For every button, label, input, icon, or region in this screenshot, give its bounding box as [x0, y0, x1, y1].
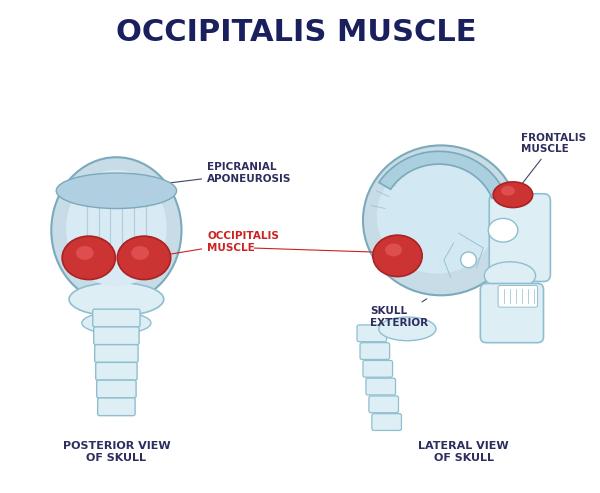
FancyBboxPatch shape	[357, 325, 386, 342]
Ellipse shape	[488, 218, 518, 242]
FancyBboxPatch shape	[489, 194, 550, 282]
Text: SKULL
EXTERIOR: SKULL EXTERIOR	[370, 299, 428, 328]
Ellipse shape	[56, 173, 176, 209]
FancyBboxPatch shape	[97, 380, 136, 398]
Ellipse shape	[385, 244, 402, 256]
Polygon shape	[379, 151, 505, 198]
Ellipse shape	[363, 145, 519, 295]
Text: FRONTALIS
MUSCLE: FRONTALIS MUSCLE	[518, 133, 586, 190]
Ellipse shape	[82, 312, 151, 334]
Text: POSTERIOR VIEW
OF SKULL: POSTERIOR VIEW OF SKULL	[62, 441, 170, 463]
Ellipse shape	[76, 246, 94, 260]
Ellipse shape	[62, 236, 115, 280]
FancyBboxPatch shape	[360, 343, 389, 359]
FancyBboxPatch shape	[481, 283, 544, 343]
Ellipse shape	[379, 317, 436, 341]
Ellipse shape	[493, 182, 533, 208]
FancyBboxPatch shape	[94, 327, 139, 345]
Text: OCCIPITALIS MUSCLE: OCCIPITALIS MUSCLE	[116, 18, 476, 47]
Ellipse shape	[377, 159, 497, 274]
FancyBboxPatch shape	[369, 396, 398, 413]
FancyBboxPatch shape	[363, 360, 392, 377]
Circle shape	[461, 252, 476, 268]
FancyBboxPatch shape	[372, 414, 401, 430]
Text: OCCIPITALIS
MUSCLE: OCCIPITALIS MUSCLE	[151, 231, 279, 257]
Ellipse shape	[484, 262, 536, 289]
FancyBboxPatch shape	[93, 309, 140, 327]
Ellipse shape	[66, 170, 167, 286]
Ellipse shape	[501, 186, 515, 196]
Ellipse shape	[69, 282, 164, 316]
Ellipse shape	[51, 157, 181, 303]
Text: EPICRANIAL
APONEUROSIS: EPICRANIAL APONEUROSIS	[125, 162, 292, 188]
FancyBboxPatch shape	[95, 345, 138, 362]
FancyBboxPatch shape	[98, 398, 135, 416]
Ellipse shape	[131, 246, 149, 260]
Ellipse shape	[373, 235, 422, 277]
FancyBboxPatch shape	[498, 285, 538, 307]
Ellipse shape	[118, 236, 170, 280]
Text: LATERAL VIEW
OF SKULL: LATERAL VIEW OF SKULL	[418, 441, 509, 463]
FancyBboxPatch shape	[95, 362, 137, 380]
FancyBboxPatch shape	[366, 378, 395, 395]
